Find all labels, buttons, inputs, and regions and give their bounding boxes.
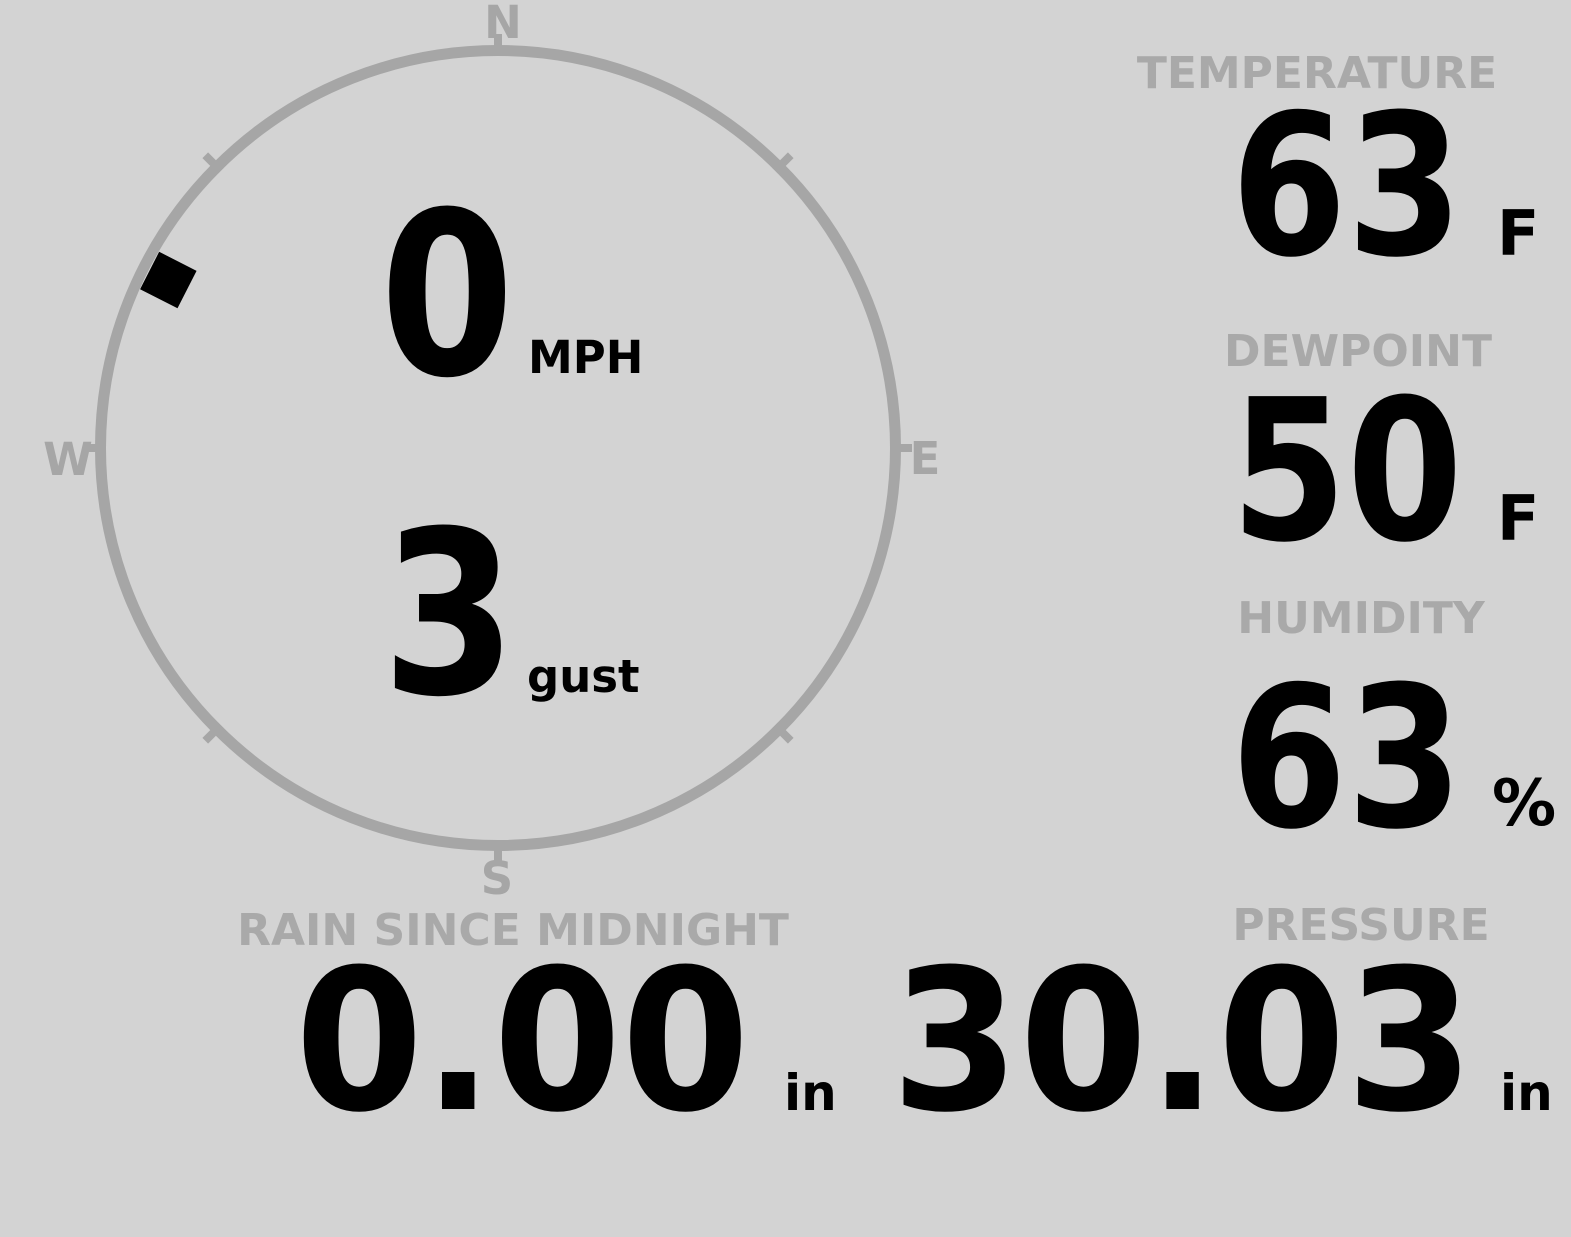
compass-label-south: S	[480, 852, 514, 905]
pressure-value: 30.03	[891, 928, 1474, 1156]
compass-label-east: E	[909, 432, 941, 485]
humidity-unit: %	[1492, 767, 1557, 841]
compass-label-north: N	[484, 0, 522, 49]
humidity-label: HUMIDITY	[1237, 593, 1485, 644]
temperature-unit: F	[1497, 197, 1540, 270]
humidity-value: 63	[1231, 645, 1463, 873]
temperature-value: 63	[1231, 73, 1463, 301]
compass-label-west: W	[43, 433, 93, 486]
temperature-label: TEMPERATURE	[1136, 48, 1498, 99]
rain-value: 0.00	[295, 928, 750, 1156]
rain-label: RAIN SINCE MIDNIGHT	[237, 905, 789, 956]
dewpoint-value: 50	[1231, 358, 1463, 586]
dewpoint-unit: F	[1497, 482, 1540, 555]
pressure-unit: in	[1500, 1064, 1553, 1122]
wind-speed-value: 0	[380, 163, 515, 428]
wind-speed-unit: MPH	[528, 331, 644, 384]
pressure-label: PRESSURE	[1232, 900, 1490, 951]
compass-tick-n	[494, 34, 502, 56]
wind-gust-value: 3	[382, 482, 517, 747]
rain-unit: in	[784, 1064, 837, 1122]
dewpoint-label: DEWPOINT	[1224, 326, 1492, 377]
wind-gust-unit: gust	[527, 650, 640, 703]
